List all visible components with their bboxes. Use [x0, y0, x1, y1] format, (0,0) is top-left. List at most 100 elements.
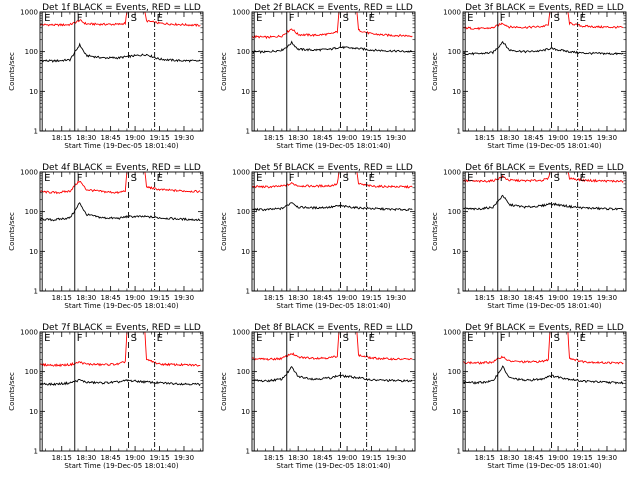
marker-label-s: S: [554, 173, 560, 184]
lld-series-line: [252, 332, 413, 361]
x-tick-label: 18:15: [52, 454, 72, 462]
series-group: [463, 12, 624, 56]
panel-title: Det 9f BLACK = Events, RED = LLD: [465, 323, 624, 333]
plot-frame: [462, 171, 627, 292]
series-group: [40, 332, 201, 387]
y-tick-label: 1: [457, 448, 461, 456]
plot-frame: [251, 11, 416, 132]
x-tick-label: 19:00: [548, 294, 568, 302]
marker-label-e: E: [256, 173, 262, 184]
y-tick-label: 1000: [443, 9, 461, 17]
x-axis-label: Start Time (19-Dec-05 18:01:40): [276, 462, 390, 470]
x-axis-label: Start Time (19-Dec-05 18:01:40): [487, 302, 601, 310]
marker-label-e: E: [369, 173, 375, 184]
events-series-line: [252, 40, 413, 54]
y-tick-label: 100: [448, 208, 461, 216]
plot-frame: [39, 331, 204, 452]
y-tick-label: 1000: [443, 169, 461, 177]
events-series-line: [252, 366, 413, 383]
marker-label-e: E: [580, 173, 586, 184]
x-axis-label: Start Time (19-Dec-05 18:01:40): [276, 142, 390, 150]
x-tick-label: 18:45: [313, 134, 333, 142]
plot-frame: [251, 171, 416, 292]
marker-label-f: F: [77, 333, 83, 344]
y-tick-label: 1: [34, 128, 38, 136]
events-series-line: [40, 378, 201, 387]
x-tick-label: 18:45: [101, 134, 121, 142]
y-tick-label: 1000: [20, 329, 38, 337]
lld-series-line: [252, 12, 413, 40]
y-tick-label: 1: [34, 448, 38, 456]
y-tick-label: 100: [25, 368, 38, 376]
marker-label-e: E: [157, 173, 163, 184]
plot-frame: [462, 331, 627, 452]
x-tick-label: 18:30: [76, 454, 96, 462]
x-tick-label: 19:00: [337, 134, 357, 142]
panel-title: Det 8f BLACK = Events, RED = LLD: [254, 323, 413, 333]
x-tick-label: 18:15: [475, 294, 495, 302]
x-tick-label: 19:00: [548, 454, 568, 462]
x-tick-label: 18:15: [475, 454, 495, 462]
x-tick-label: 19:00: [125, 454, 145, 462]
x-tick-label: 19:30: [597, 454, 617, 462]
x-tick-label: 18:30: [499, 134, 519, 142]
y-tick-label: 1000: [20, 169, 38, 177]
x-tick-label: 18:15: [264, 454, 284, 462]
x-tick-label: 18:30: [288, 454, 308, 462]
x-tick-label: 19:15: [149, 454, 169, 462]
lld-series-line: [40, 12, 201, 28]
marker-label-e: E: [157, 333, 163, 344]
marker-label-s: S: [131, 333, 137, 344]
x-tick-label: 18:30: [76, 294, 96, 302]
x-tick-label: 19:30: [386, 454, 406, 462]
plot-frame: [39, 11, 204, 132]
y-axis-label: Counts/sec: [220, 372, 228, 411]
x-tick-label: 18:45: [101, 294, 121, 302]
y-axis-label: Counts/sec: [8, 372, 16, 411]
x-tick-label: 18:45: [524, 294, 544, 302]
marker-label-e: E: [369, 13, 375, 24]
series-group: [252, 172, 413, 212]
x-tick-label: 18:15: [264, 294, 284, 302]
marker-label-s: S: [131, 13, 137, 24]
panel-title: Det 7f BLACK = Events, RED = LLD: [42, 323, 201, 333]
marker-label-f: F: [289, 13, 295, 24]
x-tick-label: 19:30: [597, 294, 617, 302]
y-tick-label: 1000: [20, 9, 38, 17]
x-tick-label: 19:15: [361, 294, 381, 302]
lld-series-line: [40, 172, 201, 195]
y-tick-label: 1: [34, 288, 38, 296]
series-group: [252, 12, 413, 54]
marker-label-s: S: [554, 13, 560, 24]
x-tick-label: 18:45: [524, 134, 544, 142]
x-tick-label: 18:30: [499, 294, 519, 302]
panel-title: Det 5f BLACK = Events, RED = LLD: [254, 163, 413, 173]
marker-label-e: E: [44, 173, 50, 184]
marker-label-e: E: [467, 13, 473, 24]
y-tick-label: 100: [237, 368, 250, 376]
x-tick-label: 19:30: [174, 134, 194, 142]
x-tick-label: 19:30: [174, 454, 194, 462]
events-series-line: [463, 365, 624, 385]
plot-frame: [462, 11, 627, 132]
panel-title: Det 4f BLACK = Events, RED = LLD: [42, 163, 201, 173]
plot-frame: [39, 171, 204, 292]
y-tick-label: 100: [448, 368, 461, 376]
lld-series-line: [463, 172, 624, 184]
x-tick-label: 18:15: [264, 134, 284, 142]
y-tick-label: 1000: [232, 169, 250, 177]
marker-label-e: E: [580, 13, 586, 24]
x-tick-label: 19:30: [386, 294, 406, 302]
x-tick-label: 18:45: [313, 454, 333, 462]
marker-label-s: S: [554, 333, 560, 344]
x-tick-label: 19:30: [174, 294, 194, 302]
marker-label-e: E: [44, 13, 50, 24]
y-axis-label: Counts/sec: [431, 52, 439, 91]
